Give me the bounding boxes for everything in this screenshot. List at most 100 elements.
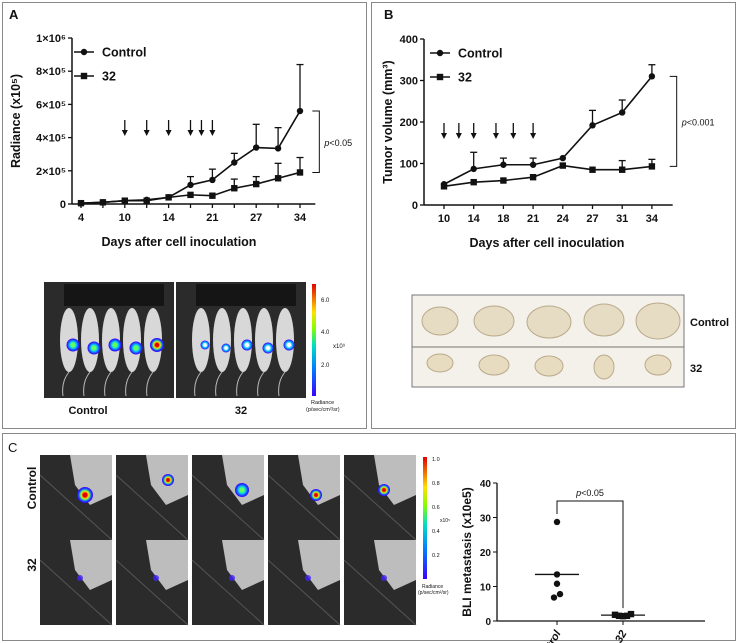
mouse [255, 308, 274, 397]
tumor-treated [426, 353, 454, 373]
panel-c-frame [2, 433, 736, 641]
arrow-head [470, 133, 477, 139]
y-tick-label: 0 [60, 199, 66, 211]
p-value-label: p<0.05 [575, 488, 604, 498]
arrow-head [165, 130, 172, 136]
mouse-body [276, 308, 294, 372]
arrow-head [209, 130, 216, 136]
x-tick-label: 18 [497, 213, 509, 225]
data-point [209, 176, 216, 184]
panel-c-letter: C [8, 440, 17, 455]
stage-edge [267, 559, 341, 626]
x-axis-label: Days after cell inoculation [470, 236, 625, 250]
colorbar-scale: x10⁵ [440, 518, 450, 524]
treatment-arrow [530, 123, 537, 139]
y-tick-label: 0 [412, 200, 418, 212]
data-point [623, 612, 631, 620]
excised-tumors-photo: Control 32 [411, 294, 729, 388]
metastasis-images-c: Control 32 1.0 0.8 0.6 0.4 0.2 x10⁵ Radi… [25, 455, 450, 626]
mouse-silhouette [374, 455, 416, 505]
y-tick-label: 300 [400, 76, 418, 88]
mouse-body [234, 308, 252, 372]
data-point [187, 191, 194, 199]
treatment-arrow [492, 123, 499, 139]
tumor-control [473, 305, 515, 337]
y-tick-label: 4×10⁵ [36, 133, 66, 145]
y-tick-label: 8×10⁵ [36, 66, 66, 78]
metastasis-signal [381, 575, 387, 581]
colorbar-tick: 6.0 [321, 298, 330, 304]
stage-edge [39, 474, 113, 541]
data-point [556, 590, 564, 598]
series-line [443, 164, 652, 188]
treatment-arrow [121, 120, 128, 136]
x-tick-label: 14 [468, 213, 481, 225]
colorbar-tick: 0.2 [432, 553, 440, 559]
mouse [276, 308, 295, 397]
mouse [144, 308, 164, 397]
metastasis-signal [77, 487, 93, 503]
x-tick-label: 21 [527, 213, 539, 225]
treatment-arrow [510, 123, 517, 139]
treatment-arrow [187, 120, 194, 136]
mouse-body [213, 308, 231, 372]
x-tick-label: 10 [438, 213, 450, 225]
y-tick-label: 0 [485, 617, 491, 628]
chart-a-radiance: 0 2×10⁵ 4×10⁵ 6×10⁵ 8×10⁵ 1×10⁶ 4 10 14 21 27 34 Day… [9, 33, 352, 249]
arrow-head [187, 130, 194, 136]
mouse-body [192, 308, 210, 372]
series-32 [440, 158, 656, 190]
legend-marker [436, 73, 444, 81]
control-metastasis-image [191, 455, 265, 541]
mouse-tail [278, 371, 286, 397]
mouse [81, 308, 101, 397]
metastasis-signal [77, 575, 83, 581]
bli-images-a: 6.0 4.0 2.0 x10⁹ Radiance (p/sec/cm²/sr)… [44, 282, 346, 417]
data-point [589, 122, 596, 129]
colorbar-tick: 2.0 [321, 363, 330, 369]
x-tick-label: 14 [162, 212, 175, 224]
series-32 [601, 610, 645, 620]
legend-marker [80, 72, 88, 80]
bioluminescence-signal [200, 340, 210, 350]
treated-metastasis-image [39, 540, 113, 626]
bioluminescence-signal [87, 341, 101, 355]
series-control [535, 518, 579, 601]
mouse-tail [125, 371, 133, 397]
data-point [619, 109, 626, 116]
data-point [209, 192, 216, 199]
mouse-tail [104, 371, 112, 397]
data-point [470, 178, 477, 186]
tumor-treated [644, 354, 672, 376]
bioluminescence-signal [221, 343, 231, 353]
data-point [274, 175, 282, 182]
series-32 [77, 156, 304, 207]
stage-edge [343, 474, 417, 541]
stage-edge [115, 559, 189, 626]
y-tick-label: 100 [400, 159, 418, 171]
colorbar-a [312, 284, 316, 396]
mouse-tail [215, 371, 223, 397]
data-point [500, 161, 507, 168]
treatment-arrow [143, 120, 150, 136]
stage-edge [267, 474, 341, 541]
panel-b-frame [371, 2, 736, 429]
data-point [553, 580, 561, 587]
tumor-row-label-control: Control [690, 317, 729, 329]
data-point [187, 181, 194, 189]
y-tick-label: 40 [480, 479, 492, 490]
tumor-row-label-32: 32 [690, 363, 702, 375]
stage-edge [115, 474, 189, 541]
panel-b-letter: B [384, 7, 393, 22]
arrow-head [198, 130, 205, 136]
metastasis-signal [235, 483, 249, 497]
arrow-head [492, 133, 499, 139]
mouse-silhouette [70, 540, 112, 590]
bioluminescence-signal [66, 338, 80, 352]
legend-label: 32 [458, 71, 472, 85]
mouse-body [81, 308, 99, 372]
x-tick-label: 32 [613, 629, 630, 643]
x-tick-label: 10 [119, 212, 131, 224]
data-point [559, 154, 566, 162]
